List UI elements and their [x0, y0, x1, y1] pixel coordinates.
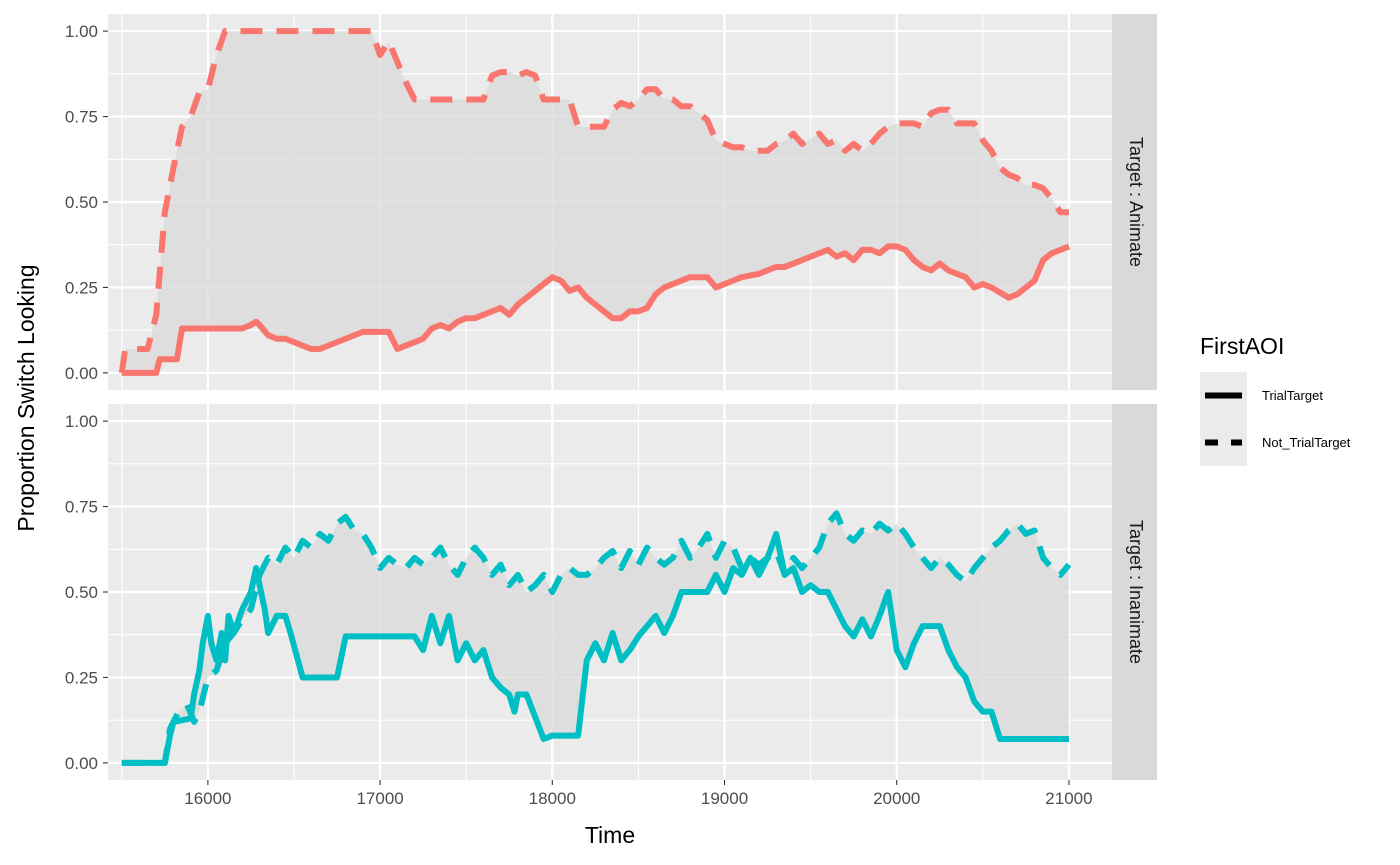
y-tick-label: 0.75 [65, 108, 98, 127]
facet-strip [1112, 404, 1157, 780]
series-line-trialtarget [121, 530, 1069, 766]
panel-target-animate: 0.00 0.25 0.50 0.75 1.00 Target : Animate [65, 14, 1157, 390]
y-tick-label: 1.00 [65, 412, 98, 431]
y-tick-label: 1.00 [65, 22, 98, 41]
x-axis-title: Time [585, 822, 635, 848]
ribbon-area [121, 31, 1069, 373]
x-tick-label: 19000 [701, 789, 748, 808]
y-tick-label: 0.50 [65, 193, 98, 212]
x-tick-label: 21000 [1045, 789, 1092, 808]
y-tick-label: 0.25 [65, 278, 98, 297]
series-line-not-trialtarget [118, 28, 1069, 374]
legend-title: FirstAOI [1200, 333, 1284, 359]
legend-label-not-trialtarget: Not_TrialTarget [1262, 435, 1351, 450]
y-tick-label: 0.00 [65, 754, 98, 773]
series-line-not-trialtarget [121, 510, 1072, 766]
facet-strip [1112, 14, 1157, 390]
y-tick-label: 0.25 [65, 668, 98, 687]
y-axis-title: Proportion Switch Looking [13, 264, 39, 531]
ribbon-area [121, 513, 1069, 763]
x-axis: 16000 17000 18000 19000 20000 21000 [184, 780, 1093, 808]
y-tick-label: 0.75 [65, 498, 98, 517]
x-tick-label: 18000 [529, 789, 576, 808]
x-tick-label: 17000 [356, 789, 403, 808]
x-tick-label: 20000 [873, 789, 920, 808]
x-tick-label: 16000 [184, 789, 231, 808]
facet-strip-label: Target : Animate [1126, 137, 1146, 267]
y-tick-label: 0.50 [65, 583, 98, 602]
legend: FirstAOI TrialTarget Not_TrialTarget [1200, 333, 1351, 466]
facet-strip-label: Target : Inanimate [1126, 520, 1146, 664]
panel-target-inanimate: 0.00 0.25 0.50 0.75 1.00 Target : Inanimate [65, 404, 1157, 780]
series-line-trialtarget [121, 243, 1071, 376]
legend-label-trialtarget: TrialTarget [1262, 388, 1323, 403]
y-tick-label: 0.00 [65, 364, 98, 383]
